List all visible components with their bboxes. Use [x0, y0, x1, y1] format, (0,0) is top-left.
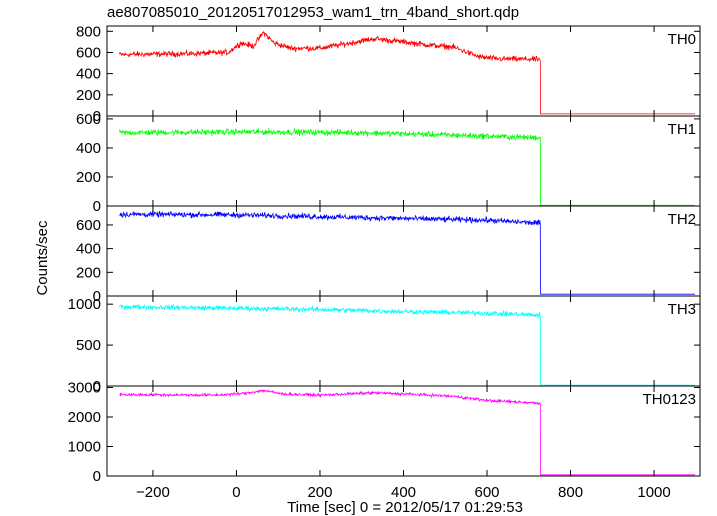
y-tick-label: 400: [76, 241, 101, 258]
chart-title: ae807085010_20120517012953_wam1_trn_4ban…: [107, 4, 519, 21]
y-axis-title: Counts/sec: [34, 220, 51, 296]
panel-frame: [106, 205, 701, 297]
y-tick-label: 1000: [68, 296, 101, 313]
panel-label-th1: TH1: [668, 121, 696, 138]
panel-frame: [106, 385, 701, 477]
panel-frame: [106, 115, 701, 207]
y-tick-label: 200: [76, 87, 101, 104]
x-tick-label: 1000: [637, 484, 670, 501]
light-curve-th2: [119, 210, 695, 295]
x-tick-label: 0: [232, 484, 240, 501]
panel-th2: 0 200 400 600 TH2: [76, 205, 701, 305]
panel-th0: 0 200 400 600 800 TH0: [76, 23, 701, 125]
y-tick-label: 200: [76, 169, 101, 186]
panel-label-th0: TH0: [668, 31, 696, 48]
y-tick-label: 400: [76, 140, 101, 157]
x-tick-label: 200: [307, 484, 332, 501]
panel-th1: 0 200 400 600 TH1: [76, 111, 701, 215]
y-tick-label: 2000: [68, 409, 101, 426]
y-tick-label: 0: [93, 288, 101, 305]
light-curve-th3: [119, 304, 695, 386]
y-tick-label: 0: [93, 198, 101, 215]
panel-label-th3: TH3: [668, 301, 696, 318]
panel-frame: [106, 295, 701, 387]
y-tick-label: 400: [76, 66, 101, 83]
x-axis-title: Time [sec] 0 = 2012/05/17 01:29:53: [287, 499, 523, 516]
y-tick-label: 800: [76, 23, 101, 40]
x-tick-label: −200: [136, 484, 170, 501]
panels-group: 0 200 400 600 800 TH0 0 200 400 600 TH1 0 200 400 600 T…: [68, 23, 701, 501]
y-tick-label: 500: [76, 337, 101, 354]
light-curve-th0123: [119, 389, 695, 476]
x-tick-label: 800: [558, 484, 583, 501]
y-tick-label: 200: [76, 264, 101, 281]
y-tick-label: 3000: [68, 379, 101, 396]
y-tick-label: 600: [76, 111, 101, 128]
panel-th0123: 0 1000 2000 3000 TH0123: [68, 379, 701, 485]
light-curve-th0: [119, 31, 695, 115]
panel-label-th2: TH2: [668, 211, 696, 228]
y-tick-label: 600: [76, 217, 101, 234]
y-tick-label: 0: [93, 468, 101, 485]
y-tick-label: 0: [93, 108, 101, 125]
x-tick-label: 400: [391, 484, 416, 501]
y-tick-label: 600: [76, 44, 101, 61]
panel-th3: 0 500 1000 TH3: [68, 295, 701, 395]
y-tick-label: 1000: [68, 438, 101, 455]
x-tick-label: 600: [475, 484, 500, 501]
panel-label-th0123: TH0123: [643, 391, 696, 408]
light-curve-th1: [119, 127, 695, 206]
y-tick-label: 0: [93, 378, 101, 395]
